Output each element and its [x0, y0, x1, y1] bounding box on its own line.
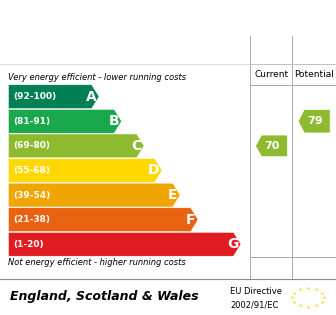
- Text: C: C: [131, 139, 141, 153]
- Text: (1-20): (1-20): [13, 240, 44, 249]
- Polygon shape: [8, 232, 241, 256]
- Text: (92-100): (92-100): [13, 92, 56, 101]
- Text: Current: Current: [254, 70, 289, 79]
- Polygon shape: [8, 183, 180, 207]
- Text: 2002/91/EC: 2002/91/EC: [230, 301, 279, 309]
- Text: (21-38): (21-38): [13, 215, 50, 224]
- Text: F: F: [186, 213, 196, 227]
- Text: G: G: [227, 237, 238, 251]
- Text: (55-68): (55-68): [13, 166, 50, 175]
- Text: EU Directive: EU Directive: [230, 287, 282, 296]
- Text: 70: 70: [264, 141, 280, 151]
- Text: A: A: [86, 90, 96, 104]
- Text: Potential: Potential: [294, 70, 334, 79]
- Text: D: D: [148, 163, 159, 177]
- Text: B: B: [108, 114, 119, 128]
- Text: England, Scotland & Wales: England, Scotland & Wales: [10, 290, 199, 303]
- Text: 79: 79: [307, 116, 323, 126]
- Polygon shape: [8, 208, 198, 232]
- Polygon shape: [8, 85, 99, 109]
- Polygon shape: [256, 135, 288, 157]
- Text: (81-91): (81-91): [13, 117, 50, 126]
- Text: (39-54): (39-54): [13, 191, 51, 200]
- Polygon shape: [298, 110, 330, 133]
- Text: Very energy efficient - lower running costs: Very energy efficient - lower running co…: [8, 73, 186, 82]
- Text: Energy Efficiency Rating: Energy Efficiency Rating: [63, 11, 273, 26]
- Text: Not energy efficient - higher running costs: Not energy efficient - higher running co…: [8, 258, 186, 267]
- Text: (69-80): (69-80): [13, 141, 50, 150]
- Polygon shape: [8, 158, 162, 182]
- Text: E: E: [168, 188, 177, 202]
- Polygon shape: [8, 109, 122, 133]
- Polygon shape: [8, 134, 144, 158]
